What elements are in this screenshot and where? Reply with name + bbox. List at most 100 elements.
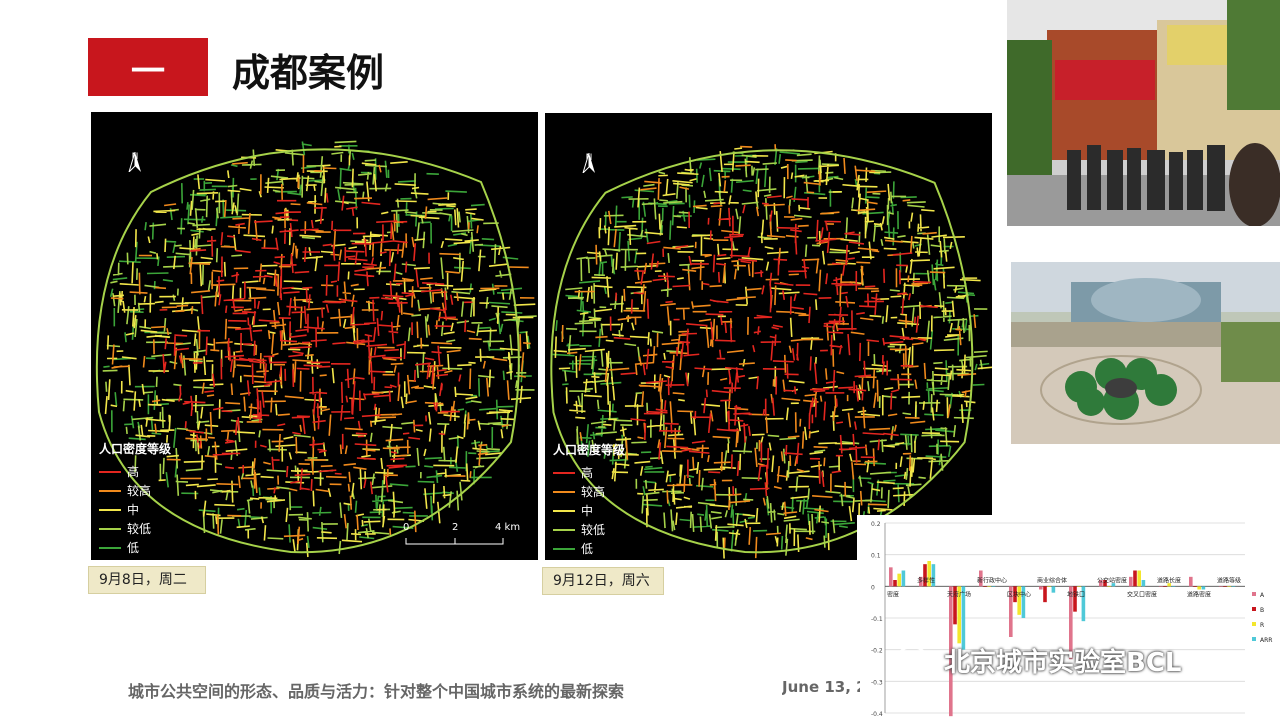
legend-label: 高 [581,466,594,480]
bar-arr [1081,586,1086,622]
bar-arr [991,586,996,587]
bar-b [923,564,927,587]
y-tick-label: 0.1 [871,553,881,560]
bar-b [953,586,957,625]
bar-a [949,586,953,717]
bar-arr [961,586,966,650]
legend-item: 中 [99,500,171,519]
footer-date: June 13, 2 [782,678,860,696]
bar-r [1017,586,1021,615]
bar-r [897,573,901,587]
scale-tick-label: 2 [452,522,459,533]
legend-title: 人口密度等级 [553,443,626,457]
y-tick-label: -0.1 [871,616,883,623]
legend-swatch [99,546,121,549]
legend-label: 高 [127,465,140,479]
legend-swatch [99,470,121,473]
legend-item: 较高 [99,481,171,500]
y-tick-label: 0.2 [871,521,881,528]
legend-swatch [553,490,575,493]
map-legend: 人口密度等级 高较高中较低低 [553,441,625,558]
chart-canvas: 0.2 0.1 0 -0.1 -0.2 -0.3 -0.4 密度 多样性天府广场新行政中心区块中… [871,521,1272,718]
bar-arr [931,564,936,587]
watermark: 北京城市实验室BCL [896,642,1181,679]
bar-r [1107,586,1111,587]
bar-r [1137,570,1141,587]
page-title: 成都案例 [232,51,385,95]
bar-r [1197,586,1201,590]
bar-a [919,576,923,587]
bar-arr [1051,586,1056,593]
bar-arr [1201,586,1206,590]
bar-r [1227,586,1231,587]
legend-swatch [1252,592,1256,596]
bar-arr [901,570,906,587]
bar-arr [1171,586,1176,587]
scale-tick-label: 0 [403,522,410,533]
y-tick-label: 0 [871,584,875,591]
section-number: 一 [131,52,165,92]
bar-a [979,570,983,587]
category-label: 天府广场 [947,590,971,598]
y-tick-label: -0.3 [871,679,883,686]
legend-item: 中 [553,501,625,520]
legend-swatch [99,489,121,492]
bar-r [957,586,961,644]
bar-a [1039,586,1043,590]
bar-r [1047,586,1051,587]
bar-arr [1231,586,1236,587]
scale-bar: 0 2 4 km [403,522,523,552]
legend-label: 中 [127,503,140,517]
category-label: 道路密度 [1187,590,1211,598]
category-label: 密度 [887,590,899,598]
legend-label: 中 [581,504,594,518]
scale-tick-label: 4 km [495,522,521,533]
footer-text: 城市公共空间的形态、品质与活力：针对整个中国城市系统的最新探索 [128,682,625,701]
map-legend: 人口密度等级 高较高中较低低 [99,440,171,557]
legend-item: 较低 [553,520,625,539]
legend-label: 低 [127,541,140,555]
bar-b [1103,580,1107,587]
bar-r [927,561,931,587]
y-tick-label: -0.4 [871,711,883,718]
watermark-text: 北京城市实验室BCL [944,648,1182,678]
bar-b [1223,586,1227,587]
legend-item: 较高 [553,482,625,501]
legend-swatch [553,509,575,512]
bar-a [1129,576,1133,587]
bar-b [1043,586,1047,603]
road-network-map [95,140,537,558]
category-label: 道路长度 [1157,576,1181,584]
road-lines [95,140,537,558]
legend-label: ARR [1260,637,1272,644]
legend-item: 高 [553,463,625,482]
density-map-weekday: N 人口密度等级 高较高中较低低 0 2 4 km [91,112,538,560]
density-map-weekend: N 人口密度等级 高较高中较低低 [545,113,992,560]
bar-a [1009,586,1013,637]
bar-r [1167,583,1171,587]
bar-r [987,586,991,587]
street-crowd-photo [1007,0,1280,226]
bar-b [893,580,897,587]
legend-title: 人口密度等级 [99,442,172,456]
north-arrow-icon: N [127,152,143,172]
section-number-block: 一 [88,38,208,96]
category-label: 交叉口密度 [1127,590,1157,598]
bar-arr [1111,583,1116,587]
category-label: 道路等级 [1217,576,1241,584]
legend-label: B [1260,607,1264,614]
legend-item: 低 [553,539,625,558]
bar-b [1073,586,1077,612]
bar-arr [1021,586,1026,618]
bar-a [1069,586,1073,660]
correlation-bar-chart: 0.2 0.1 0 -0.1 -0.2 -0.3 -0.4 密度 多样性 天府广场 新行政中心 区块中… [857,515,1280,720]
category-label: 公交站密度 [1097,576,1127,584]
legend-swatch [1252,607,1256,611]
legend-label: 较高 [581,485,606,499]
legend-swatch [99,527,121,530]
bar-b [1193,586,1197,587]
map-date-label: 9月12日，周六 [542,567,664,595]
legend-label: 较高 [127,484,152,498]
bar-b [983,586,987,587]
building-aerial-photo [1011,262,1280,444]
